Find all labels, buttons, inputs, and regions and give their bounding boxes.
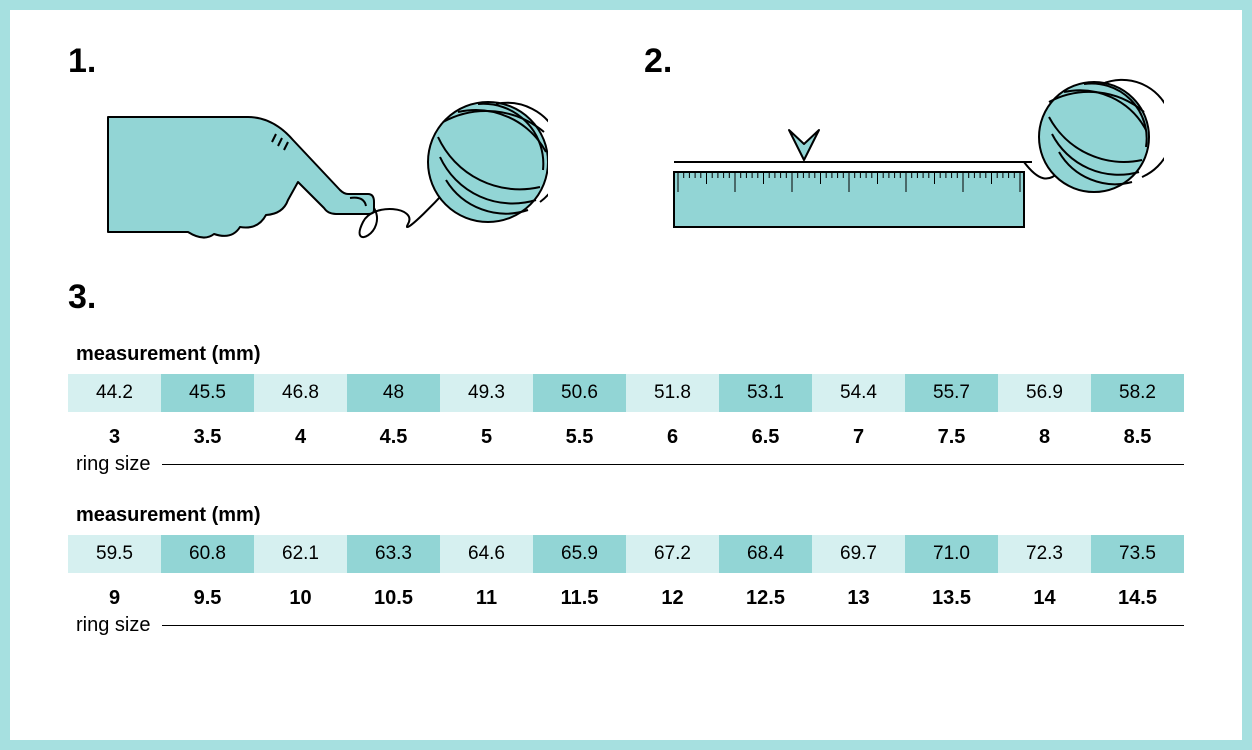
- size-cell: 14.5: [1091, 587, 1184, 610]
- mm-cell: 63.3: [347, 535, 440, 573]
- mm-cell: 69.7: [812, 535, 905, 573]
- rule-line-1: [162, 464, 1184, 465]
- size-cell: 10: [254, 587, 347, 610]
- ring-size-label-1: ring size: [76, 453, 150, 476]
- mm-cell: 72.3: [998, 535, 1091, 573]
- size-cell: 11.5: [533, 587, 626, 610]
- mm-cell: 73.5: [1091, 535, 1184, 573]
- step-1-illustration: [88, 52, 548, 252]
- size-cell: 9.5: [161, 587, 254, 610]
- measurement-label-1: measurement (mm): [76, 343, 1184, 366]
- size-row-1: 33.544.555.566.577.588.5: [68, 426, 1184, 449]
- mm-cell: 64.6: [440, 535, 533, 573]
- step-2-illustration: [644, 52, 1164, 252]
- mm-cell: 45.5: [161, 374, 254, 412]
- ring-size-rule-2: ring size: [76, 614, 1184, 637]
- mm-cell: 53.1: [719, 374, 812, 412]
- size-cell: 6: [626, 426, 719, 449]
- size-cell: 5: [440, 426, 533, 449]
- size-cell: 12.5: [719, 587, 812, 610]
- mm-cell: 49.3: [440, 374, 533, 412]
- mm-cell: 51.8: [626, 374, 719, 412]
- mm-cell: 65.9: [533, 535, 626, 573]
- size-cell: 8: [998, 426, 1091, 449]
- sizing-table-1: measurement (mm) 44.245.546.84849.350.65…: [68, 343, 1184, 476]
- size-cell: 11: [440, 587, 533, 610]
- size-cell: 14: [998, 587, 1091, 610]
- size-cell: 4: [254, 426, 347, 449]
- mm-cell: 59.5: [68, 535, 161, 573]
- mm-cell: 56.9: [998, 374, 1091, 412]
- mm-row-2: 59.560.862.163.364.665.967.268.469.771.0…: [68, 535, 1184, 573]
- mm-cell: 68.4: [719, 535, 812, 573]
- size-row-2: 99.51010.51111.51212.51313.51414.5: [68, 587, 1184, 610]
- step-3-number: 3.: [68, 278, 1184, 317]
- mm-cell: 54.4: [812, 374, 905, 412]
- mm-cell: 58.2: [1091, 374, 1184, 412]
- step-2: 2.: [644, 42, 1184, 272]
- mm-cell: 67.2: [626, 535, 719, 573]
- size-cell: 10.5: [347, 587, 440, 610]
- mm-cell: 48: [347, 374, 440, 412]
- mm-row-1: 44.245.546.84849.350.651.853.154.455.756…: [68, 374, 1184, 412]
- size-cell: 12: [626, 587, 719, 610]
- mm-cell: 46.8: [254, 374, 347, 412]
- size-cell: 7.5: [905, 426, 998, 449]
- mm-cell: 60.8: [161, 535, 254, 573]
- size-cell: 13: [812, 587, 905, 610]
- mm-cell: 71.0: [905, 535, 998, 573]
- rule-line-2: [162, 625, 1184, 626]
- size-cell: 13.5: [905, 587, 998, 610]
- ring-size-rule-1: ring size: [76, 453, 1184, 476]
- mm-cell: 44.2: [68, 374, 161, 412]
- size-cell: 8.5: [1091, 426, 1184, 449]
- step-1: 1.: [68, 42, 608, 272]
- size-cell: 3: [68, 426, 161, 449]
- size-cell: 6.5: [719, 426, 812, 449]
- mm-cell: 55.7: [905, 374, 998, 412]
- steps-row: 1.: [68, 42, 1184, 272]
- size-cell: 9: [68, 587, 161, 610]
- measurement-label-2: measurement (mm): [76, 504, 1184, 527]
- size-cell: 4.5: [347, 426, 440, 449]
- size-cell: 5.5: [533, 426, 626, 449]
- size-cell: 7: [812, 426, 905, 449]
- mm-cell: 62.1: [254, 535, 347, 573]
- size-cell: 3.5: [161, 426, 254, 449]
- infographic-frame: 1.: [0, 0, 1252, 750]
- mm-cell: 50.6: [533, 374, 626, 412]
- sizing-table-2: measurement (mm) 59.560.862.163.364.665.…: [68, 504, 1184, 637]
- ring-size-label-2: ring size: [76, 614, 150, 637]
